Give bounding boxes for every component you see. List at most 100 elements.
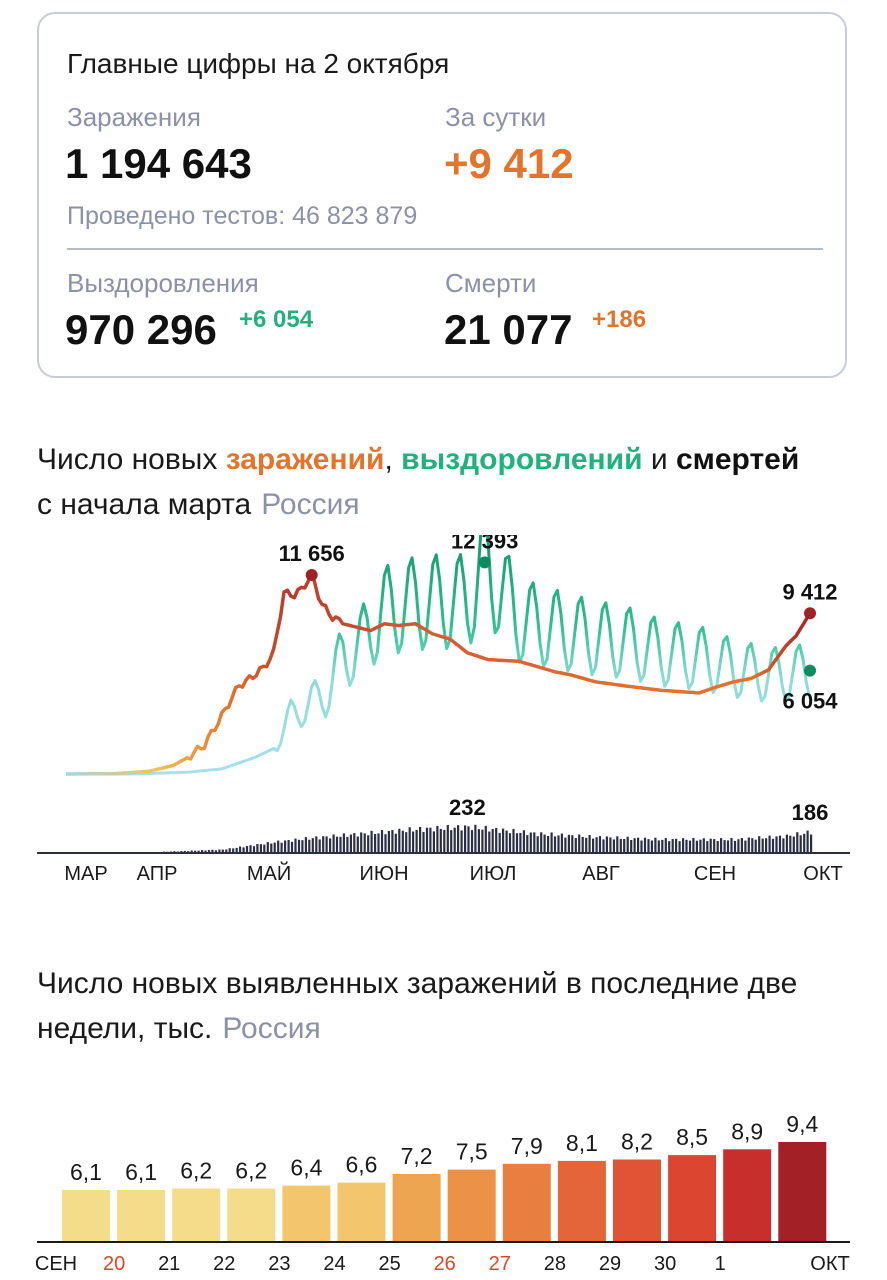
death-bar [235, 847, 238, 853]
bar [392, 1174, 441, 1242]
death-bar [398, 828, 401, 853]
death-bar [557, 835, 560, 853]
death-bar [533, 832, 536, 853]
death-bar [273, 842, 276, 853]
death-bar [353, 833, 356, 853]
death-bar [214, 850, 217, 853]
death-bar [405, 832, 408, 853]
death-bar [733, 840, 737, 853]
day-tick-label: 29 [599, 1253, 621, 1275]
day-tick-label: 26 [434, 1253, 456, 1275]
death-bar [657, 840, 660, 853]
death-bar [682, 838, 685, 853]
bar-value-label: 8,1 [566, 1130, 598, 1156]
death-bar [560, 833, 563, 853]
death-bar [464, 825, 467, 853]
bar-value-label: 6,4 [290, 1155, 322, 1181]
bar [227, 1188, 276, 1242]
death-bar [723, 840, 726, 853]
annotation-dot [305, 569, 318, 581]
bar-value-label: 6,1 [125, 1159, 157, 1185]
death-bar [695, 840, 698, 853]
death-bar [730, 838, 733, 853]
death-bar [339, 836, 342, 853]
death-bar [491, 829, 494, 853]
death-bar [470, 830, 474, 853]
death-bar [668, 841, 671, 853]
death-bar [374, 834, 377, 853]
bar-value-label: 7,2 [401, 1143, 433, 1169]
death-bar [342, 833, 345, 853]
death-bar [771, 838, 775, 853]
death-bar [740, 838, 743, 853]
month-tick-label: МАР [64, 863, 107, 885]
death-bar [384, 834, 387, 853]
death-bar [529, 832, 532, 853]
death-bar [605, 836, 608, 853]
death-bar [228, 848, 231, 853]
death-bar [508, 833, 512, 853]
death-bar [488, 831, 491, 853]
death-bar [190, 850, 193, 853]
death-bar [422, 831, 425, 853]
death-bar [706, 841, 709, 853]
death-bar [367, 835, 370, 853]
bar-value-label: 9,4 [786, 1111, 818, 1137]
deaths-value: 21 077 [444, 306, 573, 353]
annotation-dot [804, 607, 816, 620]
death-bar [775, 836, 778, 853]
death-bar [467, 826, 470, 853]
death-bar [408, 827, 411, 853]
death-bar [218, 849, 221, 853]
recoveries-line [66, 535, 812, 776]
annotation-dot [804, 664, 816, 677]
death-bar [495, 828, 498, 853]
daily-label: За сутки [445, 102, 547, 132]
month-start-label: СЕН [35, 1253, 77, 1275]
death-bar [647, 839, 650, 853]
death-bar [720, 838, 723, 853]
death-bar [335, 836, 339, 853]
bar [668, 1155, 717, 1242]
death-bar [256, 844, 259, 853]
recovered-value: 970 296 [65, 306, 217, 353]
death-bar [394, 833, 397, 853]
deaths-delta: +186 [592, 306, 647, 333]
death-bar [429, 827, 432, 853]
death-bar [782, 838, 785, 853]
death-bar [380, 830, 384, 853]
death-bar [633, 838, 636, 853]
bar-value-label: 6,6 [346, 1152, 378, 1178]
death-bar [581, 837, 584, 853]
death-bar [806, 830, 809, 853]
death-bar [713, 839, 716, 853]
death-bar [747, 837, 750, 853]
bar [613, 1159, 661, 1242]
death-bar [702, 838, 705, 853]
death-bar [692, 837, 695, 853]
death-bar [619, 838, 622, 853]
death-bar [630, 840, 633, 853]
chart1-title-comma: , [384, 443, 402, 476]
death-bar [796, 832, 799, 853]
summary-divider [67, 248, 823, 250]
deaths-annotation: 186 [792, 800, 829, 825]
death-bar [201, 850, 204, 853]
bar [778, 1142, 827, 1242]
death-bar [574, 838, 577, 853]
death-bar [457, 825, 460, 853]
death-bar [263, 844, 266, 853]
deaths-annotation: 232 [449, 795, 486, 820]
death-bar [737, 839, 740, 853]
death-bar [294, 838, 297, 853]
death-bar [637, 837, 640, 853]
day-tick-label: 20 [103, 1253, 125, 1275]
day-tick-label: 24 [323, 1253, 345, 1275]
month-end-label: ОКТ [810, 1253, 849, 1275]
death-bar [391, 830, 394, 853]
bar-value-label: 8,9 [731, 1118, 763, 1144]
infections-line [66, 569, 812, 776]
deaths-bars [66, 824, 813, 853]
bar-value-label: 7,5 [456, 1139, 488, 1165]
daily-value: +9 412 [444, 140, 574, 187]
